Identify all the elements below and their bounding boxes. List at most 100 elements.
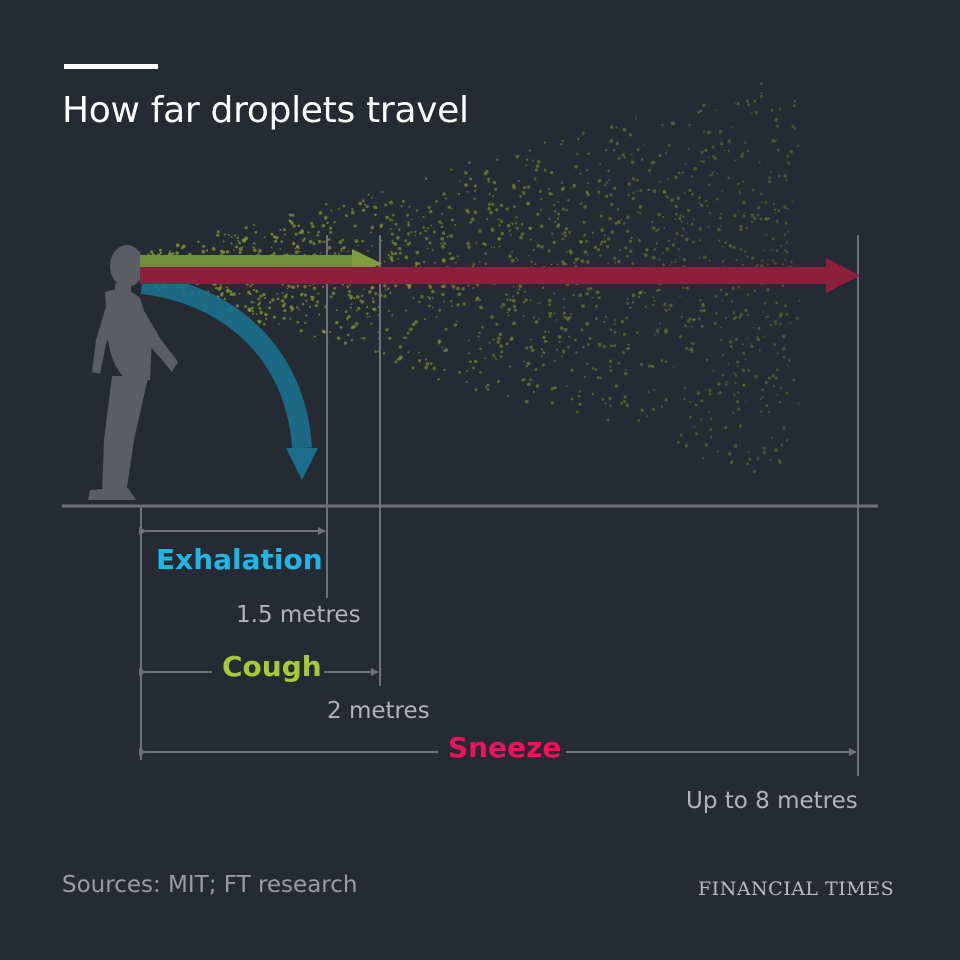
droplet xyxy=(548,311,552,316)
droplet xyxy=(688,348,691,351)
droplet xyxy=(727,363,730,366)
droplet xyxy=(518,284,523,288)
droplet xyxy=(374,292,378,296)
droplet xyxy=(357,244,359,247)
droplet xyxy=(774,448,778,452)
droplet xyxy=(478,260,481,263)
droplet xyxy=(774,319,778,323)
droplet xyxy=(702,130,706,133)
droplet xyxy=(365,205,369,209)
droplet xyxy=(313,335,316,338)
droplet xyxy=(466,209,470,214)
droplet xyxy=(578,390,581,393)
droplet xyxy=(254,230,258,234)
droplet xyxy=(585,190,589,194)
droplet xyxy=(317,230,321,234)
droplet xyxy=(316,300,320,304)
droplet xyxy=(690,349,694,353)
droplet xyxy=(747,293,750,296)
droplet xyxy=(487,177,491,181)
droplet xyxy=(201,249,205,254)
droplet xyxy=(488,193,491,196)
droplet xyxy=(251,310,254,313)
droplet xyxy=(637,419,640,422)
droplet xyxy=(776,393,779,396)
droplet xyxy=(418,300,421,304)
droplet xyxy=(767,258,769,261)
droplet xyxy=(608,359,613,363)
droplet xyxy=(783,174,787,178)
droplet xyxy=(405,213,409,217)
droplet xyxy=(665,247,670,251)
droplet xyxy=(734,381,737,385)
droplet xyxy=(389,291,392,295)
droplet xyxy=(751,112,753,114)
droplet xyxy=(764,201,768,205)
droplet xyxy=(449,257,453,261)
droplet xyxy=(698,257,701,259)
droplet xyxy=(756,213,760,217)
droplet xyxy=(553,359,556,362)
droplet xyxy=(532,390,536,393)
droplet xyxy=(316,234,319,237)
droplet xyxy=(647,168,652,173)
droplet xyxy=(288,219,292,222)
droplet xyxy=(757,338,760,342)
droplet xyxy=(596,248,601,252)
droplet xyxy=(431,297,434,299)
droplet xyxy=(694,403,698,407)
droplet xyxy=(417,358,422,363)
droplet xyxy=(497,336,501,341)
droplet xyxy=(557,222,561,226)
droplet xyxy=(374,213,377,216)
droplet xyxy=(526,203,529,206)
droplet xyxy=(557,335,562,339)
droplet xyxy=(562,306,565,309)
droplet xyxy=(629,306,632,309)
droplet xyxy=(431,289,435,294)
droplet xyxy=(637,238,641,243)
droplet xyxy=(579,240,583,244)
droplet xyxy=(444,197,448,200)
droplet xyxy=(757,326,761,330)
droplet xyxy=(662,252,665,254)
droplet xyxy=(737,286,741,289)
droplet xyxy=(382,352,386,355)
droplet xyxy=(627,182,631,186)
droplet xyxy=(418,351,421,354)
droplet xyxy=(296,320,300,324)
droplet xyxy=(738,424,742,428)
droplet xyxy=(408,205,411,208)
droplet xyxy=(771,138,775,143)
droplet xyxy=(388,336,392,341)
droplet xyxy=(626,254,629,258)
droplet xyxy=(775,249,779,253)
droplet xyxy=(753,216,757,221)
droplet xyxy=(737,210,739,212)
droplet xyxy=(561,233,564,235)
droplet xyxy=(536,212,540,216)
droplet xyxy=(333,220,336,224)
droplet xyxy=(797,402,800,405)
droplet xyxy=(674,212,678,216)
droplet xyxy=(169,250,171,253)
droplet xyxy=(171,252,175,255)
droplet xyxy=(639,362,644,366)
droplet xyxy=(699,109,703,113)
droplet xyxy=(439,242,442,245)
droplet xyxy=(690,192,695,196)
droplet xyxy=(791,124,795,129)
droplet xyxy=(553,220,557,224)
droplet xyxy=(373,307,377,312)
droplet xyxy=(238,247,243,251)
droplet xyxy=(456,303,460,307)
droplet xyxy=(563,234,567,238)
droplet xyxy=(350,338,353,342)
droplet xyxy=(747,368,751,372)
droplet xyxy=(372,297,374,300)
droplet xyxy=(772,259,775,262)
droplet xyxy=(762,336,765,339)
droplet xyxy=(394,222,398,226)
droplet xyxy=(472,262,476,266)
page-title: How far droplets travel xyxy=(62,90,469,131)
